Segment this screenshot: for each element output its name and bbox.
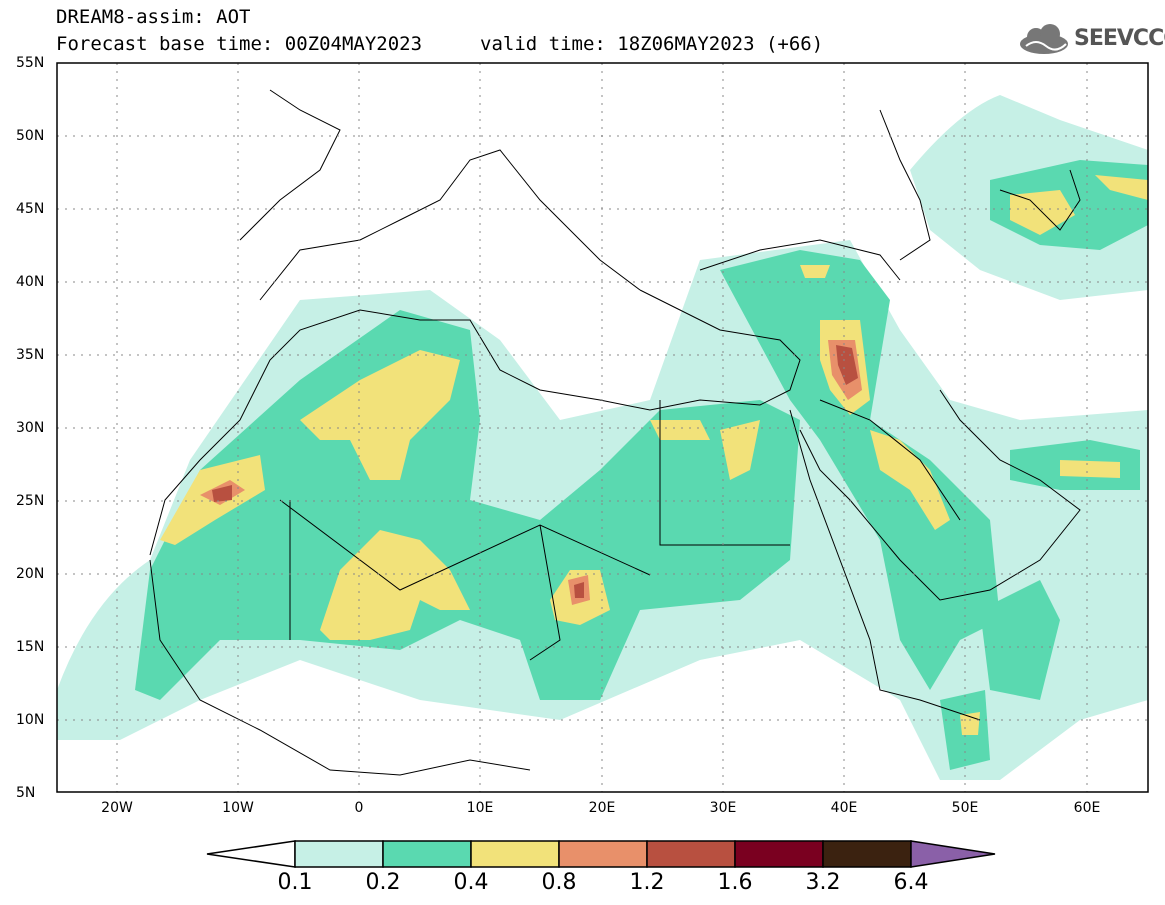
lat-label: 55N: [16, 55, 45, 71]
lat-label: 45N: [16, 201, 45, 217]
map-frame: [56, 62, 1149, 793]
lon-label: 30E: [709, 800, 737, 816]
lon-label: 60E: [1073, 800, 1101, 816]
colorbar-label: 0.2: [365, 870, 401, 895]
lat-label: 10N: [16, 712, 45, 728]
colorbar-arrow-high: [910, 840, 996, 868]
colorbar-segment: [470, 840, 560, 868]
map-title: DREAM8-assim: AOT: [56, 6, 251, 28]
colorbar-segment: [734, 840, 824, 868]
colorbar-segment: [294, 840, 384, 868]
colorbar-label: 0.1: [277, 870, 313, 895]
colorbar-label: 0.4: [453, 870, 489, 895]
lat-label: 25N: [16, 493, 45, 509]
colorbar-label: 3.2: [805, 870, 841, 895]
logo-text: SEEVCCC: [1074, 26, 1165, 51]
colorbar-label: 1.6: [717, 870, 753, 895]
colorbar-segment: [646, 840, 736, 868]
lon-label: 10E: [466, 800, 494, 816]
colorbar-segment: [822, 840, 912, 868]
lon-label: 20E: [588, 800, 616, 816]
lon-label: 40E: [830, 800, 858, 816]
colorbar-label: 6.4: [893, 870, 929, 895]
colorbar-arrow-low: [206, 840, 296, 868]
lon-label: 10W: [222, 800, 254, 816]
lat-label: 30N: [16, 420, 45, 436]
cloud-icon: [1020, 24, 1068, 54]
lat-label: 50N: [16, 128, 45, 144]
lat-label: 40N: [16, 274, 45, 290]
lon-label: 50E: [951, 800, 979, 816]
aot-field: [57, 95, 1148, 780]
aot-colorbar: [206, 840, 996, 868]
seevccc-logo: SEEVCCC: [1016, 24, 1165, 58]
lat-label: 5N: [16, 785, 36, 801]
coastlines: [149, 89, 1081, 776]
lat-label: 20N: [16, 566, 45, 582]
forecast-base-time: Forecast base time: 00Z04MAY2023: [56, 33, 423, 55]
colorbar-segment: [558, 840, 648, 868]
lat-label: 35N: [16, 347, 45, 363]
colorbar-label: 0.8: [541, 870, 577, 895]
lat-label: 15N: [16, 639, 45, 655]
lon-label: 20W: [101, 800, 133, 816]
grid-lines: [57, 63, 1148, 792]
lon-label: 0: [354, 800, 364, 816]
colorbar-segment: [382, 840, 472, 868]
valid-time: valid time: 18Z06MAY2023 (+66): [480, 33, 824, 55]
colorbar-label: 1.2: [629, 870, 665, 895]
